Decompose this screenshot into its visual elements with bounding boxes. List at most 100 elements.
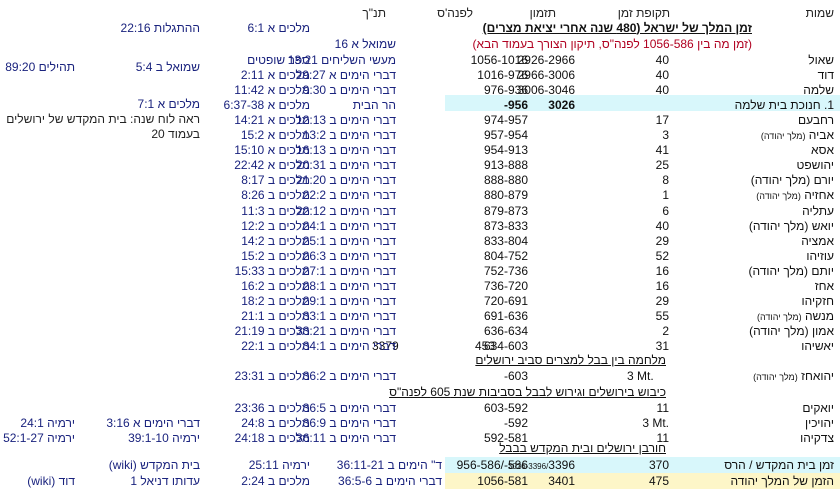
header-timing: תזמון [529,6,556,20]
row-ref1[interactable]: מעשי השליחים 13:21 [287,53,396,67]
row-years: 41 [655,143,669,158]
row-ref1[interactable]: דברי הימים ב 12:13 [296,113,396,128]
row-ref1[interactable]: דברי הימים ב 29:1 [302,293,396,308]
row-name: עתליה [802,204,834,219]
row-ref2[interactable]: מלכים ב 8:26 [241,188,310,203]
row-name: עוזיהו [806,249,834,264]
summary-bce: 1056-581 [477,474,528,488]
row-ref2[interactable]: מלכים א 22:42 [234,158,310,173]
row-bce: 976-936 [483,83,528,98]
header-names: שמות [805,6,834,20]
king-name: יורם (מלך יהודה) [750,173,834,188]
jehoahaz-ref1[interactable]: דברי הימים ב 36:2 [302,369,396,383]
row-years: 29 [655,233,669,248]
late-ref2[interactable]: מלכים ב 24:8 [241,416,310,430]
row-bce: 833-804 [483,233,528,248]
ref-kings-7-1[interactable]: מלכים א 7:1 [137,97,200,111]
row-ref2[interactable]: מלכים ב 8:17 [241,173,310,188]
row-ref1[interactable]: דברי הימים ב 16:13 [296,143,396,158]
row-timing: 2926-2966 [517,53,575,67]
row-ref1[interactable]: דברי הימים ב 22:12 [296,203,396,218]
row-ref1[interactable]: דברי הימים א 29:27 [295,68,396,83]
late-ref3[interactable]: דברי הימים א 3:16 [106,416,200,430]
late-ref3[interactable]: ירמיה 39:1-10 [128,431,200,445]
late-ref1[interactable]: דברי הימים ב 36:9 [302,416,396,430]
row-name: 1. חנוכת בית שלמה [735,98,834,113]
summary-ref3[interactable]: עדותו דניאל 1 [130,474,200,488]
row-ref2[interactable]: מלכים ב 11:3 [241,203,310,218]
king-name: אחזיה [804,188,834,203]
timing-value: 3396 [548,458,575,472]
row-ref2[interactable]: מלכים ב 22:1 [241,338,310,353]
row-ref2[interactable]: מלכים א 11:42 [234,83,310,98]
row-ref2[interactable]: מלכים ב 15:33 [234,263,310,278]
row-bce: 720-691 [483,293,528,308]
row-ref1[interactable]: דברי הימים ב 24:1 [302,218,396,233]
late-ref4[interactable]: ירמיה 24:1 [20,416,75,430]
row-bce: 954-913 [483,143,528,158]
row-ref2[interactable]: מלכים ב 18:2 [241,293,310,308]
late-ref1[interactable]: דברי הימים ב 36:11 [296,431,396,445]
late-name: יהויכין [804,416,834,430]
row-ref2[interactable]: מלכים ב 16:2 [241,278,310,293]
jehoahaz-ref2[interactable]: מלכים ב 23:31 [234,369,310,383]
late-ref1[interactable]: דברי הימים ב 36:5 [302,401,396,415]
row-ref1[interactable]: דברי הימים ב 33:21 [296,323,396,338]
row-ref1[interactable]: דברי הימים ב 28:1 [302,278,396,293]
row-ref1[interactable]: דברי הימים ב 9:30 [302,83,396,98]
king-name: עתליה [802,203,834,218]
row-ref2[interactable]: מלכים ב 21:1 [241,308,310,323]
late-years: 11 [656,431,669,445]
row-ref1[interactable]: דברי הימים ב 20:31 [296,158,396,173]
row-ref2[interactable]: מלכים א 14:21 [234,113,310,128]
summary-ref3[interactable]: בית המקדש (wiki) [108,458,200,472]
summary-years: 370 [648,458,669,472]
summary-ref2[interactable]: ירמיה 25:11 [248,458,310,472]
late-bce: -592 [503,416,528,430]
row-ref2[interactable]: מלכים א 15:2 [240,128,310,143]
row-name: יורם (מלך יהודה) [751,173,834,188]
row-years: 40 [655,83,669,98]
ref-revelation[interactable]: ההתגלות 22:16 [120,21,200,35]
row-ref1[interactable]: דברי הימים ב 27:1 [302,263,396,278]
row-name: שלמה [803,83,834,98]
ref-psalms[interactable]: תהילים 89:20 [5,60,75,74]
row-ref1[interactable]: דברי הימים ב 26:3 [302,248,396,263]
late-ref2[interactable]: מלכים ב 23:36 [234,401,310,415]
row-ref1[interactable]: דברי הימים ב 25:1 [302,233,396,248]
summary-ref1[interactable]: דברי הימים ב 36:5-6 [338,474,442,488]
row-ref1[interactable]: דברי הימים ב 34:1 [302,338,396,353]
row-ref2[interactable]: מלכים ב 12:2 [241,218,310,233]
row-ref2[interactable]: ספר שופטים [247,53,310,67]
timing-value: 3401 [548,474,575,488]
row-name: אחז [815,279,834,294]
row-name: רחבעם [798,113,834,128]
summary-bce: 956-586/-586 [456,458,528,472]
king-name: אחז [814,278,834,293]
row-ref1[interactable]: הר הבית [352,98,396,113]
row-ref1[interactable]: דברי הימים ב 22:2 [302,188,396,203]
row-ref2[interactable]: מלכים ב 15:2 [241,248,310,263]
row-years: 2 [662,323,669,338]
row-ref1[interactable]: דברי הימים ב 21:20 [296,173,396,188]
row-ref2[interactable]: מלכים ב 21:19 [234,323,310,338]
row-timing: 2966-3006 [517,68,575,83]
summary-ref4[interactable]: דוד (wiki) [27,474,75,488]
ref-kings-6-1[interactable]: מלכים א 6:1 [247,21,310,35]
row-ref2[interactable]: מלכים א 6:37-38 [223,98,310,113]
ref-samuel-b-5-4[interactable]: שמואל ב 5:4 [135,60,200,74]
king-sub: (מלך יהודה) [760,131,806,142]
row-ref2[interactable]: מלכים א 15:10 [234,143,310,158]
row-ref1[interactable]: דברי הימים ב 33:1 [302,308,396,323]
late-ref2[interactable]: מלכים ב 24:18 [234,431,310,445]
summary-ref2[interactable]: מלכים ב 2:24 [241,474,310,488]
row-ref2[interactable]: מלכים ב 14:2 [241,233,310,248]
king-name: יהושפט [796,158,834,173]
row-ref1[interactable]: דברי הימים ב 13:2 [302,128,396,143]
summary-ref1[interactable]: ד" הימים ב 36:11-21 [336,458,442,472]
ref-samuel-16[interactable]: שמואל א 16 [334,37,396,51]
late-ref4[interactable]: ירמיה 52:1-27 [3,431,75,445]
jehoahaz-sub: (מלך יהודה) [753,372,798,382]
row-years: 8 [662,173,669,188]
row-ref2[interactable]: מלכים א 2:11 [240,68,310,83]
